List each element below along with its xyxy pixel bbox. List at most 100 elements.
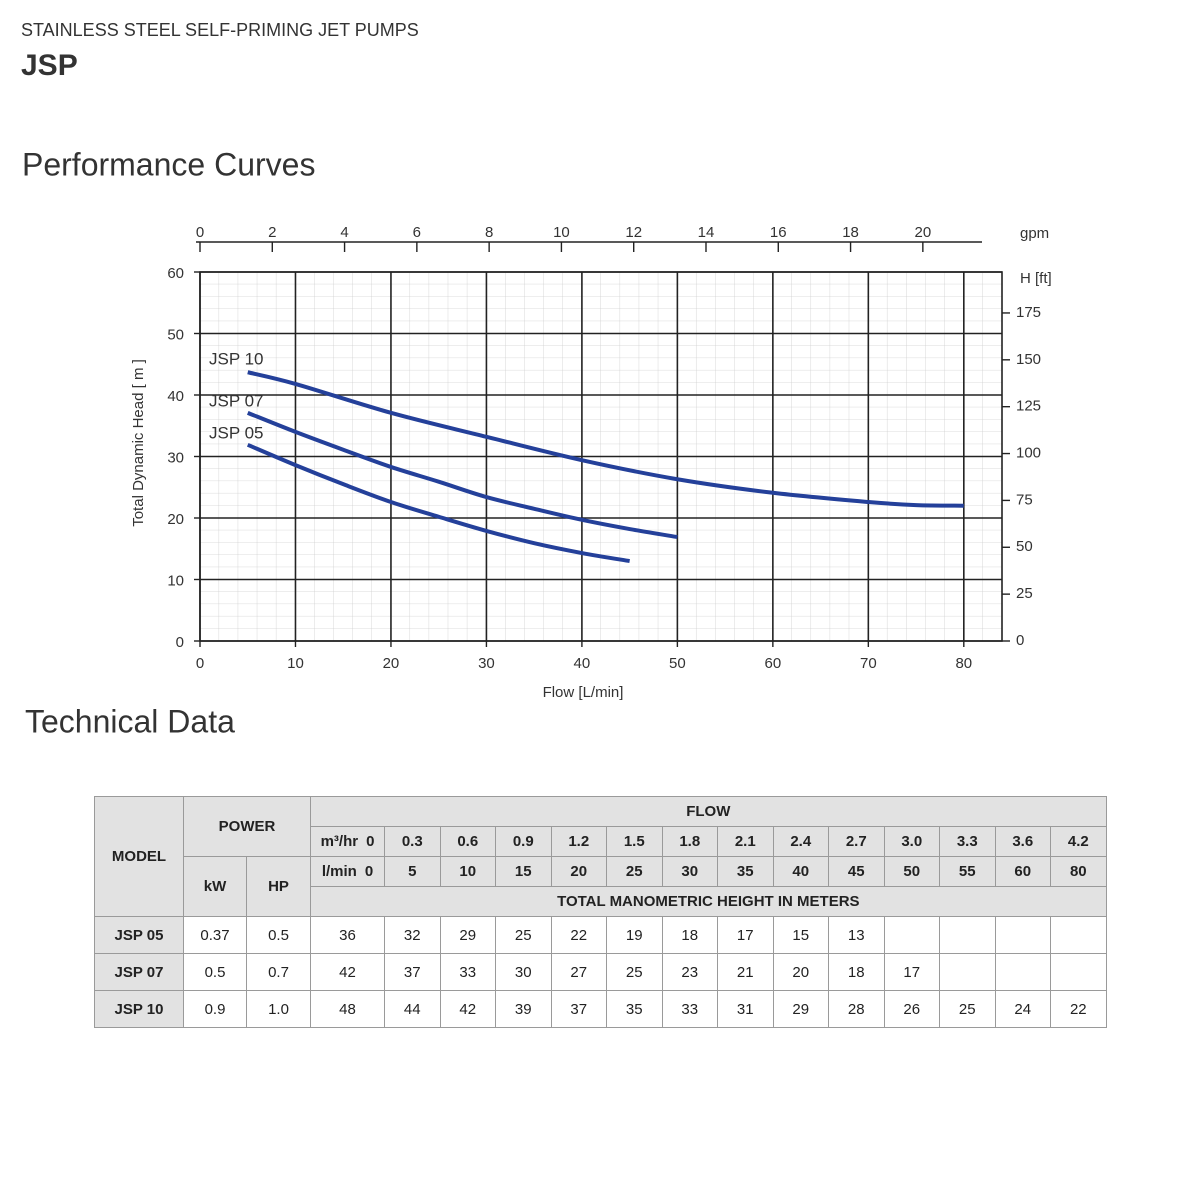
- table-cell: MODEL: [94, 796, 184, 917]
- table-cell: 2.1: [717, 826, 774, 857]
- x2-tick-label: 20: [915, 224, 932, 241]
- y2-tick-label: 125: [1016, 398, 1041, 415]
- table-cell: 3.3: [939, 826, 996, 857]
- technical-table: MODEL POWER FLOW m³/hr 0 0.3 0.6 0.9 1.2 1.5 1.8 2.…: [94, 796, 1107, 1028]
- table-text: 0: [364, 863, 374, 880]
- table-cell: 42: [310, 953, 386, 991]
- y2-tick-label: 150: [1016, 351, 1041, 368]
- table-cell: [1050, 953, 1107, 991]
- y-tick-label: 0: [176, 634, 184, 651]
- table-cell: 24: [994, 990, 1052, 1028]
- table-text: l/min: [321, 863, 357, 880]
- table-cell: 13: [828, 916, 885, 954]
- x2-tick-label: 8: [485, 224, 493, 241]
- table-cell: m³/hr 0: [310, 826, 386, 857]
- table-cell: 55: [939, 856, 996, 887]
- table-cell: 0.9: [183, 990, 247, 1028]
- y-axis-label: Total Dynamic Head [ m ]: [130, 359, 147, 527]
- table-cell: 25: [606, 953, 663, 991]
- table-cell: 45: [828, 856, 885, 887]
- x-tick-label: 10: [287, 655, 304, 672]
- table-cell: 39: [495, 990, 552, 1028]
- table-cell: 80: [1050, 856, 1107, 887]
- table-cell: 18: [828, 953, 885, 991]
- x2-tick-label: 14: [698, 224, 715, 241]
- table-cell: [1050, 916, 1107, 954]
- x2-tick-label: 6: [413, 224, 421, 241]
- table-cell: 29: [772, 990, 830, 1028]
- section-title: Technical Data: [25, 703, 235, 739]
- table-cell: 35: [606, 990, 663, 1028]
- x-axis-label: Flow [L/min]: [543, 684, 624, 701]
- table-cell: 10: [439, 856, 497, 887]
- x-tick-label: 60: [765, 655, 782, 672]
- x2-tick-label: 4: [340, 224, 348, 241]
- x2-tick-label: 12: [625, 224, 642, 241]
- table-cell: 31: [717, 990, 774, 1028]
- table-cell: 25: [939, 990, 996, 1028]
- table-cell: 0.7: [245, 953, 312, 991]
- x2-tick-label: 18: [842, 224, 859, 241]
- table-cell: 0.37: [183, 916, 247, 954]
- table-cell: HP: [245, 856, 312, 917]
- y-tick-label: 40: [167, 388, 184, 405]
- table-cell: 19: [606, 916, 663, 954]
- table-cell: 1.0: [245, 990, 312, 1028]
- table-cell: 50: [883, 856, 941, 887]
- x-tick-label: 20: [383, 655, 400, 672]
- table-cell: 33: [439, 953, 497, 991]
- table-cell: 5: [384, 856, 441, 887]
- table-cell: [994, 953, 1052, 991]
- table-cell: 48: [310, 990, 386, 1028]
- table-cell: 0.9: [495, 826, 552, 857]
- table-cell: 25: [606, 856, 663, 887]
- table-cell: JSP 10: [94, 990, 184, 1028]
- table-text: 0: [366, 833, 375, 850]
- y2-tick-label: 0: [1016, 632, 1024, 649]
- table-cell: 30: [495, 953, 552, 991]
- table-cell: 20: [772, 953, 830, 991]
- table-cell: 35: [717, 856, 774, 887]
- y-tick-label: 60: [167, 265, 184, 282]
- curve: [246, 442, 630, 564]
- table-cell: 22: [1050, 990, 1107, 1028]
- table-cell: 27: [550, 953, 608, 991]
- curve-label: JSP 07: [209, 391, 264, 410]
- table-cell: 40: [772, 856, 830, 887]
- curve: [247, 370, 964, 508]
- section-title: Performance Curves: [22, 146, 315, 182]
- y2-axis-label: H [ft]: [1020, 270, 1052, 287]
- table-text: m³/hr: [320, 833, 359, 850]
- table-cell: 21: [717, 953, 774, 991]
- table-cell: 37: [384, 953, 441, 991]
- table-cell: POWER: [182, 796, 312, 857]
- x2-tick-label: 10: [553, 224, 570, 241]
- table-cell: 42: [439, 990, 497, 1028]
- table-cell: 3.6: [994, 826, 1052, 857]
- table-cell: 28: [828, 990, 885, 1028]
- y-tick-label: 20: [167, 511, 184, 528]
- table-cell: 4.2: [1050, 826, 1107, 857]
- chart: STAINLESS STEEL SELF-PRIMING JET PUMPS J…: [21, 20, 1052, 740]
- y2-tick-label: 50: [1016, 538, 1033, 555]
- table-cell: TOTAL MANOMETRIC HEIGHT IN METERS: [310, 886, 1107, 917]
- x-tick-label: 0: [196, 655, 204, 672]
- table-cell: 32: [384, 916, 441, 954]
- curve-label: JSP 05: [209, 423, 264, 442]
- x-tick-label: 80: [955, 655, 972, 672]
- table-cell: 0.5: [245, 916, 312, 954]
- table-cell: 1.5: [606, 826, 663, 857]
- table-cell: 22: [550, 916, 608, 954]
- table-cell: 36: [310, 916, 386, 954]
- table-cell: 60: [994, 856, 1052, 887]
- table-cell: 25: [495, 916, 552, 954]
- x2-tick-label: 0: [196, 224, 204, 241]
- table-cell: 2.4: [772, 826, 830, 857]
- x-tick-label: 40: [574, 655, 591, 672]
- table-cell: FLOW: [310, 796, 1107, 827]
- table-cell: 18: [661, 916, 719, 954]
- table-cell: l/min 0: [310, 856, 386, 887]
- x-tick-label: 50: [669, 655, 686, 672]
- table-cell: 1.8: [661, 826, 719, 857]
